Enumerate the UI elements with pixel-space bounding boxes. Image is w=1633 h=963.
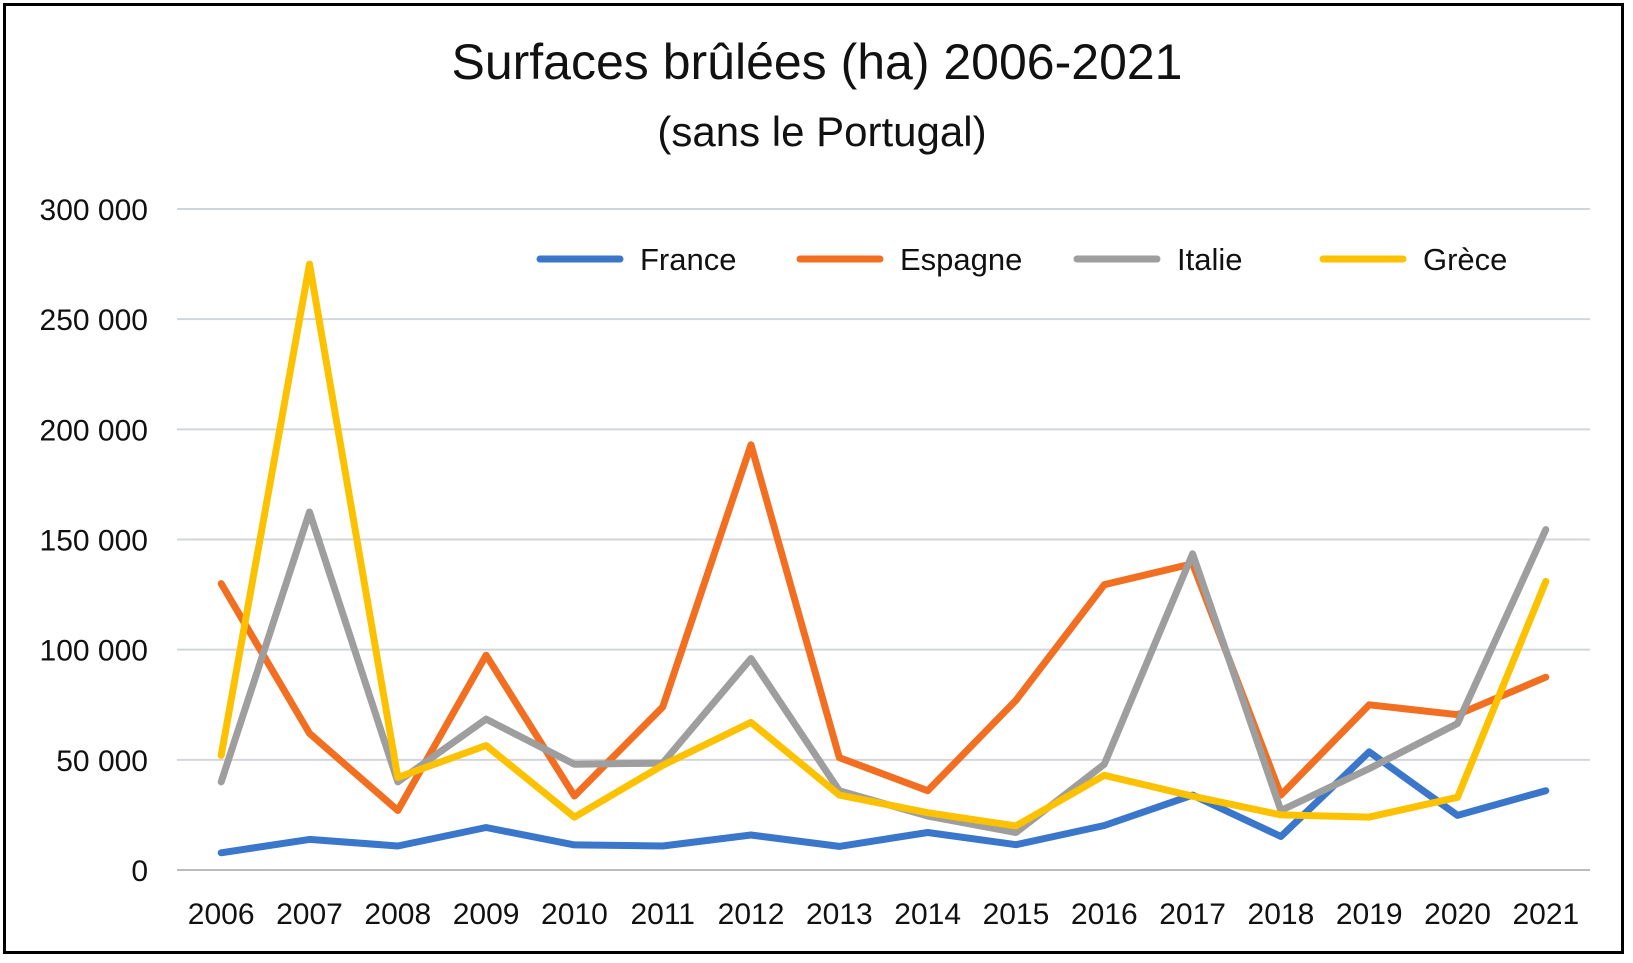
x-tick-label: 2011	[630, 898, 695, 931]
legend-label: Espagne	[900, 242, 1022, 277]
x-axis-ticks: 2006 2007 2008 2009 2010 2011 2012 2013 2014 2015…	[188, 898, 1579, 931]
y-tick-label: 100 000	[40, 635, 148, 668]
legend-label: Italie	[1177, 242, 1242, 277]
x-tick-label: 2017	[1159, 898, 1226, 931]
x-tick-label: 2020	[1424, 898, 1491, 931]
x-tick-label: 2015	[983, 898, 1050, 931]
x-tick-label: 2006	[188, 898, 255, 931]
series-line-espagne	[217, 441, 1550, 814]
series-line-italie	[217, 508, 1550, 836]
series-line-france	[217, 748, 1550, 857]
x-tick-label: 2013	[806, 898, 873, 931]
y-tick-label: 0	[131, 855, 148, 888]
y-tick-label: 150 000	[40, 525, 148, 558]
legend-label: France	[640, 242, 736, 277]
legend: France Espagne Italie Grèce	[536, 242, 1507, 277]
x-tick-label: 2019	[1336, 898, 1403, 931]
x-tick-label: 2021	[1512, 898, 1579, 931]
x-tick-label: 2014	[894, 898, 961, 931]
y-tick-label: 50 000	[56, 745, 148, 778]
y-axis-ticks: 0 50 000 100 000 150 000 200 000 250 000 300 0…	[40, 194, 148, 888]
gridlines	[177, 208, 1590, 871]
series-lines	[217, 260, 1550, 857]
chart-title: Surfaces brûlées (ha) 2006-2021	[451, 34, 1182, 90]
x-tick-label: 2016	[1071, 898, 1138, 931]
x-tick-label: 2009	[453, 898, 520, 931]
x-tick-label: 2010	[541, 898, 608, 931]
y-tick-label: 200 000	[40, 414, 148, 447]
x-tick-label: 2018	[1248, 898, 1315, 931]
chart-subtitle: (sans le Portugal)	[657, 108, 986, 155]
series-line-grèce	[217, 260, 1550, 830]
x-tick-label: 2007	[276, 898, 343, 931]
y-tick-label: 300 000	[40, 194, 148, 227]
x-tick-label: 2008	[364, 898, 431, 931]
y-tick-label: 250 000	[40, 304, 148, 337]
legend-label: Grèce	[1423, 242, 1507, 277]
x-tick-label: 2012	[718, 898, 785, 931]
